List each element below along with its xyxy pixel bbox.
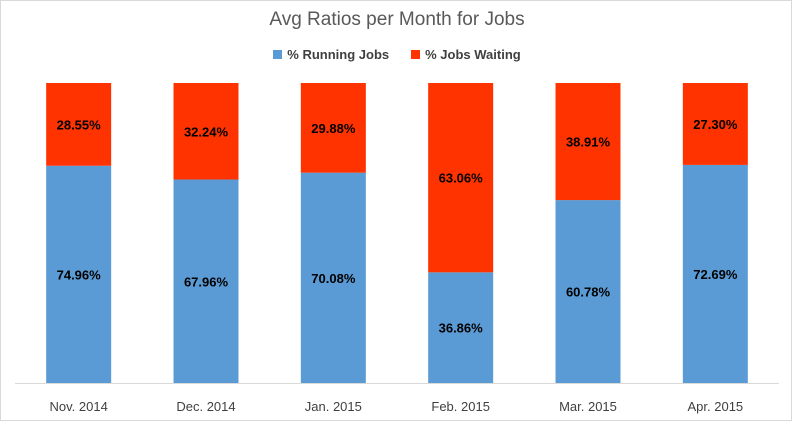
bar-waiting-0	[46, 83, 112, 166]
data-label-running-5: 72.69%	[693, 267, 738, 282]
data-label-waiting-3: 63.06%	[439, 171, 484, 186]
data-label-waiting-0: 28.55%	[57, 117, 102, 132]
bar-running-2	[300, 172, 366, 383]
legend-item-running: % Running Jobs	[273, 47, 389, 62]
data-label-running-2: 70.08%	[311, 271, 356, 286]
bar-waiting-3	[428, 83, 494, 273]
bar-running-4	[555, 200, 621, 383]
legend-label-waiting: % Jobs Waiting	[425, 47, 521, 62]
x-tick-label-4: Mar. 2015	[559, 399, 617, 414]
x-tick-label-1: Dec. 2014	[176, 399, 235, 414]
bar-waiting-5	[682, 83, 748, 165]
data-label-waiting-5: 27.30%	[693, 117, 738, 132]
data-label-waiting-4: 38.91%	[566, 135, 611, 150]
chart-title: Avg Ratios per Month for Jobs	[269, 9, 525, 30]
bar-running-1	[173, 179, 239, 383]
data-label-running-1: 67.96%	[184, 274, 229, 289]
bar-waiting-2	[300, 83, 366, 173]
x-tick-label-2: Jan. 2015	[305, 399, 362, 414]
data-label-waiting-2: 29.88%	[311, 121, 356, 136]
bar-waiting-1	[173, 83, 239, 180]
x-tick-label-5: Apr. 2015	[688, 399, 744, 414]
bar-running-3	[428, 272, 494, 383]
data-label-running-4: 60.78%	[566, 285, 611, 300]
legend: % Running Jobs % Jobs Waiting	[1, 47, 792, 62]
legend-swatch-running	[273, 50, 283, 59]
x-tick-label-0: Nov. 2014	[50, 399, 108, 414]
bar-running-5	[682, 164, 748, 383]
legend-swatch-waiting	[411, 50, 421, 59]
data-label-waiting-1: 32.24%	[184, 124, 229, 139]
legend-item-waiting: % Jobs Waiting	[411, 47, 521, 62]
x-tick-label-3: Feb. 2015	[431, 399, 490, 414]
data-label-running-0: 74.96%	[57, 267, 102, 282]
bar-waiting-4	[555, 83, 621, 201]
legend-label-running: % Running Jobs	[287, 47, 390, 62]
data-label-running-3: 36.86%	[439, 321, 484, 336]
bar-running-0	[46, 165, 112, 383]
